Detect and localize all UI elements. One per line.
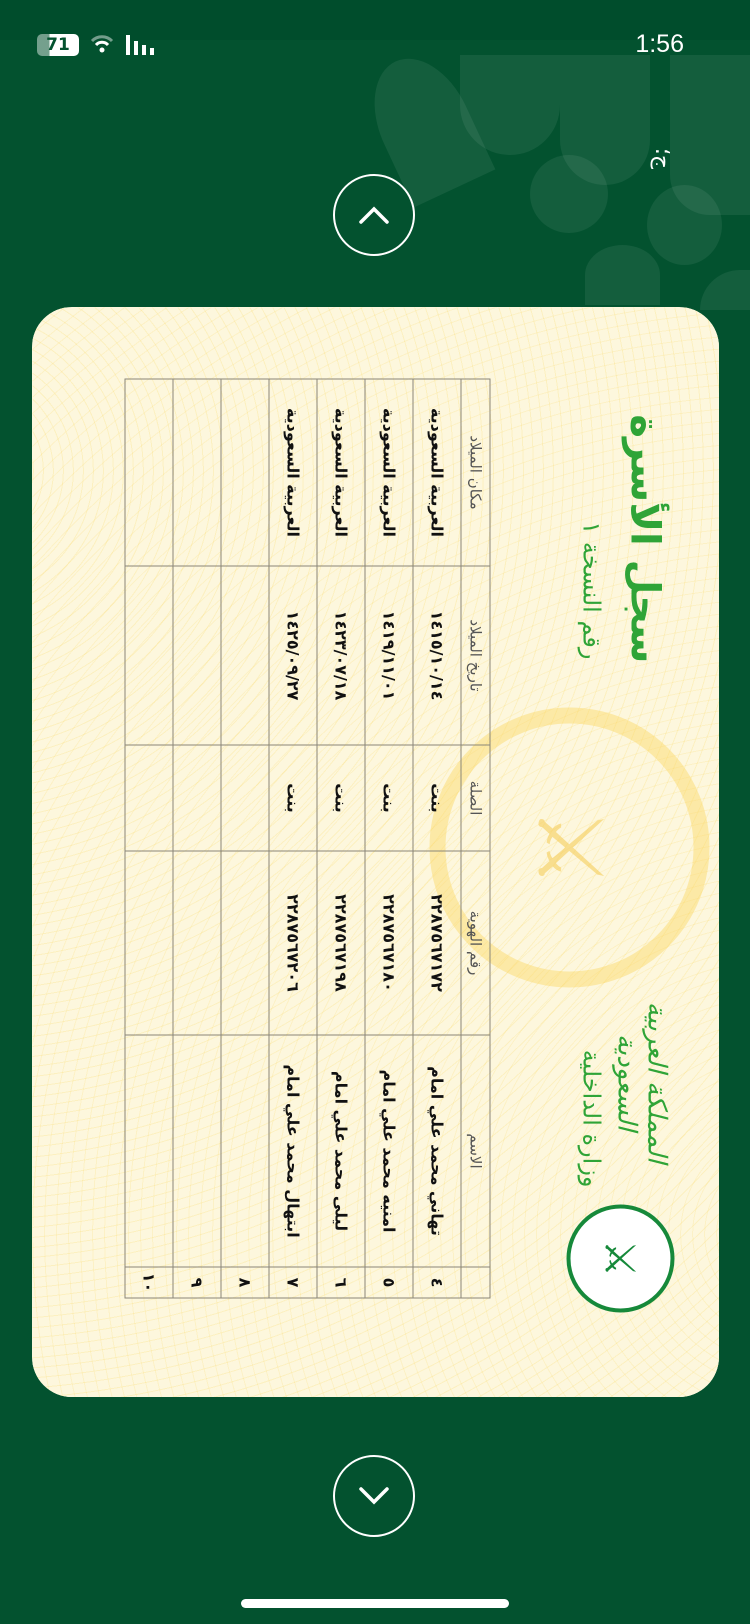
member-relation: [172, 744, 221, 851]
member-birth-date: [220, 565, 269, 745]
scroll-up-button[interactable]: [333, 174, 415, 256]
member-number: ٩: [172, 1266, 221, 1298]
battery-level: 71: [46, 35, 70, 55]
chevron-down-icon: [359, 1487, 389, 1505]
member-relation: بنت: [412, 744, 461, 851]
family-record-document: ⚔ سجل الأسرة رقم النسخة ١ المملكة العربي…: [32, 307, 719, 1397]
member-number: ٧: [268, 1266, 317, 1298]
member-relation: بنت: [364, 744, 413, 851]
member-relation: [124, 744, 173, 851]
header-name: الاسم: [460, 1034, 490, 1267]
table-row: ١٠: [124, 378, 173, 1298]
copy-number: رقم النسخة ١: [577, 520, 605, 659]
member-number: ٥: [364, 1266, 413, 1298]
kingdom-calligraphy: المملكة العربية السعودية: [611, 1001, 671, 1163]
document-title: سجل الأسرة: [621, 413, 667, 663]
table-row: ٩: [172, 378, 221, 1298]
member-birth-date: [124, 565, 173, 745]
member-birth-place: العربية السعودية: [364, 378, 413, 566]
ministry-name: وزارة الداخلية: [577, 1049, 605, 1187]
member-birth-date: ١٤١٩/١١/٠١: [364, 565, 413, 745]
status-time: 1:56: [635, 30, 684, 58]
member-name: [172, 1034, 221, 1267]
member-name: ليلى محمد علي امام: [316, 1034, 365, 1267]
corner-label: ج؛: [650, 147, 676, 170]
decor-shape: [560, 55, 650, 185]
member-birth-place: العربية السعودية: [316, 378, 365, 566]
member-relation: بنت: [316, 744, 365, 851]
member-birth-place: [220, 378, 269, 566]
battery-icon: 71: [37, 34, 79, 56]
header-id: رقم الهوية: [460, 850, 490, 1035]
header-number: [460, 1266, 490, 1298]
family-record-card: ⚔ سجل الأسرة رقم النسخة ١ المملكة العربي…: [32, 307, 719, 1397]
member-id: ٢٢٨٧٥٦٧١٨٠: [364, 850, 413, 1035]
decor-shape: [647, 185, 722, 265]
member-birth-date: ١٤٢٣/٠٧/١٨: [316, 565, 365, 745]
chevron-up-icon: [359, 206, 389, 224]
table-row: ٥ امنيه محمد علي امام ٢٢٨٧٥٦٧١٨٠ بنت ١٤١٩/١١…: [364, 378, 413, 1298]
member-id: [172, 850, 221, 1035]
member-birth-place: [172, 378, 221, 566]
member-birth-date: [172, 565, 221, 745]
home-indicator[interactable]: [241, 1599, 509, 1608]
member-id: [220, 850, 269, 1035]
member-birth-date: ١٤١٥/١٠/١٤: [412, 565, 461, 745]
member-number: ٤: [412, 1266, 461, 1298]
signal-icon: [126, 35, 154, 55]
table-header: الاسم رقم الهوية الصلة تاريخ الميلاد مكا…: [460, 378, 490, 1298]
decor-shape: [530, 155, 608, 233]
table-row: ٧ ابتهال محمد علي امام ٢٢٨٧٥٦٧٢٠٦ بنت ١٤٢٥/٠…: [268, 378, 317, 1298]
decor-shape: [460, 55, 560, 155]
member-id: ٢٢٨٧٥٦٧٢٠٦: [268, 850, 317, 1035]
header-birth-place: مكان الميلاد: [460, 378, 490, 566]
member-id: ٢٢٨٧٥٦٧١٩٨: [316, 850, 365, 1035]
member-id: [124, 850, 173, 1035]
member-number: ٨: [220, 1266, 269, 1298]
member-birth-place: العربية السعودية: [412, 378, 461, 566]
table-row: ٨: [220, 378, 269, 1298]
member-name: [124, 1034, 173, 1267]
family-members-table: الاسم رقم الهوية الصلة تاريخ الميلاد مكا…: [124, 378, 490, 1298]
decor-shape: [670, 55, 750, 215]
table-row: ٤ تهاني محمد علي امام ٢٢٨٧٥٦٧١٧٢ بنت ١٤١٥/١٠…: [412, 378, 461, 1298]
member-relation: بنت: [268, 744, 317, 851]
member-id: ٢٢٨٧٥٦٧١٧٢: [412, 850, 461, 1035]
scroll-down-button[interactable]: [333, 1455, 415, 1537]
member-name: ابتهال محمد علي امام: [268, 1034, 317, 1267]
table-row: ٦ ليلى محمد علي امام ٢٢٨٧٥٦٧١٩٨ بنت ١٤٢٣/٠٧/…: [316, 378, 365, 1298]
member-number: ٦: [316, 1266, 365, 1298]
decor-shape: [585, 245, 660, 305]
member-name: امنيه محمد علي امام: [364, 1034, 413, 1267]
member-birth-place: العربية السعودية: [268, 378, 317, 566]
ministry-logo: ⚔: [566, 1204, 674, 1312]
member-birth-place: [124, 378, 173, 566]
member-name: [220, 1034, 269, 1267]
wifi-icon: [90, 35, 114, 53]
member-relation: [220, 744, 269, 851]
header-relation: الصلة: [460, 744, 490, 851]
decor-shape: [700, 270, 750, 310]
member-number: ١٠: [124, 1266, 173, 1298]
member-birth-date: ١٤٢٥/٠٩/٢٧: [268, 565, 317, 745]
header-birth-date: تاريخ الميلاد: [460, 565, 490, 745]
member-name: تهاني محمد علي امام: [412, 1034, 461, 1267]
status-bar-background: [0, 0, 750, 40]
